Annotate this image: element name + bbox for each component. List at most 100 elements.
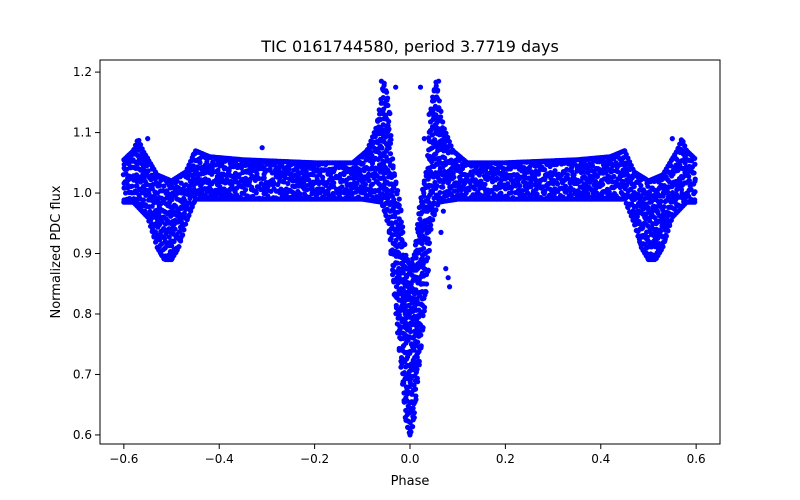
data-point xyxy=(145,136,151,142)
data-point xyxy=(663,233,669,239)
data-point xyxy=(692,155,698,162)
data-point xyxy=(393,302,399,309)
x-tick-label: −0.2 xyxy=(300,452,329,466)
data-point xyxy=(379,191,385,197)
data-point xyxy=(174,178,180,184)
data-point xyxy=(430,217,436,223)
data-point xyxy=(145,168,151,174)
data-point xyxy=(416,362,422,368)
y-tick-label: 1.2 xyxy=(73,65,92,79)
data-point xyxy=(281,179,287,185)
data-point xyxy=(400,266,406,272)
data-point xyxy=(383,112,389,118)
data-point xyxy=(692,161,698,167)
data-point xyxy=(306,177,312,183)
data-point xyxy=(665,228,671,234)
data-point xyxy=(418,345,424,351)
data-point xyxy=(625,173,632,179)
data-point xyxy=(187,183,193,189)
data-point xyxy=(396,250,402,256)
x-axis: −0.6 −0.4 −0.2 0.0 0.2 0.4 0.6 xyxy=(109,444,706,466)
data-point xyxy=(417,84,424,90)
data-point xyxy=(331,180,337,186)
data-point xyxy=(643,211,649,217)
data-point xyxy=(418,332,424,338)
data-point xyxy=(410,424,416,430)
data-point xyxy=(458,187,465,193)
chart-title: TIC 0161744580, period 3.7719 days xyxy=(260,37,559,56)
data-point xyxy=(438,108,444,114)
data-point xyxy=(385,102,391,109)
data-point xyxy=(181,227,187,233)
data-point xyxy=(403,252,409,258)
data-point xyxy=(661,204,667,210)
data-point xyxy=(628,213,634,219)
data-point xyxy=(434,183,440,189)
data-point xyxy=(534,191,540,197)
x-tick-label: −0.6 xyxy=(109,452,138,466)
data-point xyxy=(124,181,130,187)
data-point xyxy=(188,208,194,214)
data-point xyxy=(259,145,265,151)
data-point xyxy=(509,189,515,196)
data-point xyxy=(391,171,397,177)
data-point xyxy=(407,383,413,390)
data-point xyxy=(386,145,392,151)
data-point xyxy=(215,167,221,173)
data-points xyxy=(120,78,698,438)
x-tick-label: 0.4 xyxy=(591,452,610,466)
data-point xyxy=(396,202,402,208)
data-point xyxy=(489,188,495,194)
data-point xyxy=(440,208,446,214)
data-point xyxy=(421,178,427,184)
data-point xyxy=(390,163,396,169)
data-point xyxy=(455,163,461,169)
data-point xyxy=(678,187,685,193)
data-point xyxy=(411,382,417,388)
data-point xyxy=(256,175,262,182)
data-point xyxy=(402,311,408,317)
data-point xyxy=(175,185,182,191)
data-point xyxy=(396,196,402,202)
data-point xyxy=(660,244,666,250)
y-tick-label: 0.7 xyxy=(73,367,92,381)
data-point xyxy=(423,289,429,295)
data-point xyxy=(204,159,210,165)
data-point xyxy=(645,183,651,189)
data-point xyxy=(346,175,352,181)
data-point xyxy=(542,167,548,173)
data-point xyxy=(178,238,184,244)
data-point xyxy=(436,98,442,104)
data-point xyxy=(686,178,692,184)
data-point xyxy=(285,180,291,187)
data-point xyxy=(426,111,432,118)
data-point xyxy=(440,119,446,125)
y-tick-label: 0.8 xyxy=(73,307,92,321)
data-point xyxy=(494,175,500,181)
data-point xyxy=(645,204,651,210)
data-point xyxy=(611,173,617,180)
data-point xyxy=(421,245,427,252)
data-point xyxy=(451,174,457,180)
data-point xyxy=(286,166,292,172)
x-tick-label: 0.6 xyxy=(687,452,706,466)
data-point xyxy=(640,206,647,212)
data-point xyxy=(445,275,451,281)
data-point xyxy=(393,179,399,185)
data-point xyxy=(445,134,451,140)
data-point xyxy=(425,236,431,242)
data-point xyxy=(189,204,195,210)
data-point xyxy=(654,208,660,214)
data-point xyxy=(421,136,427,142)
data-point xyxy=(179,232,185,238)
data-point xyxy=(669,136,675,142)
data-point xyxy=(407,329,414,335)
data-point xyxy=(688,186,694,193)
data-point xyxy=(304,187,310,193)
data-point xyxy=(555,181,561,187)
data-point xyxy=(437,114,444,120)
data-point xyxy=(631,183,637,190)
data-point xyxy=(409,391,415,397)
data-point xyxy=(358,173,364,179)
